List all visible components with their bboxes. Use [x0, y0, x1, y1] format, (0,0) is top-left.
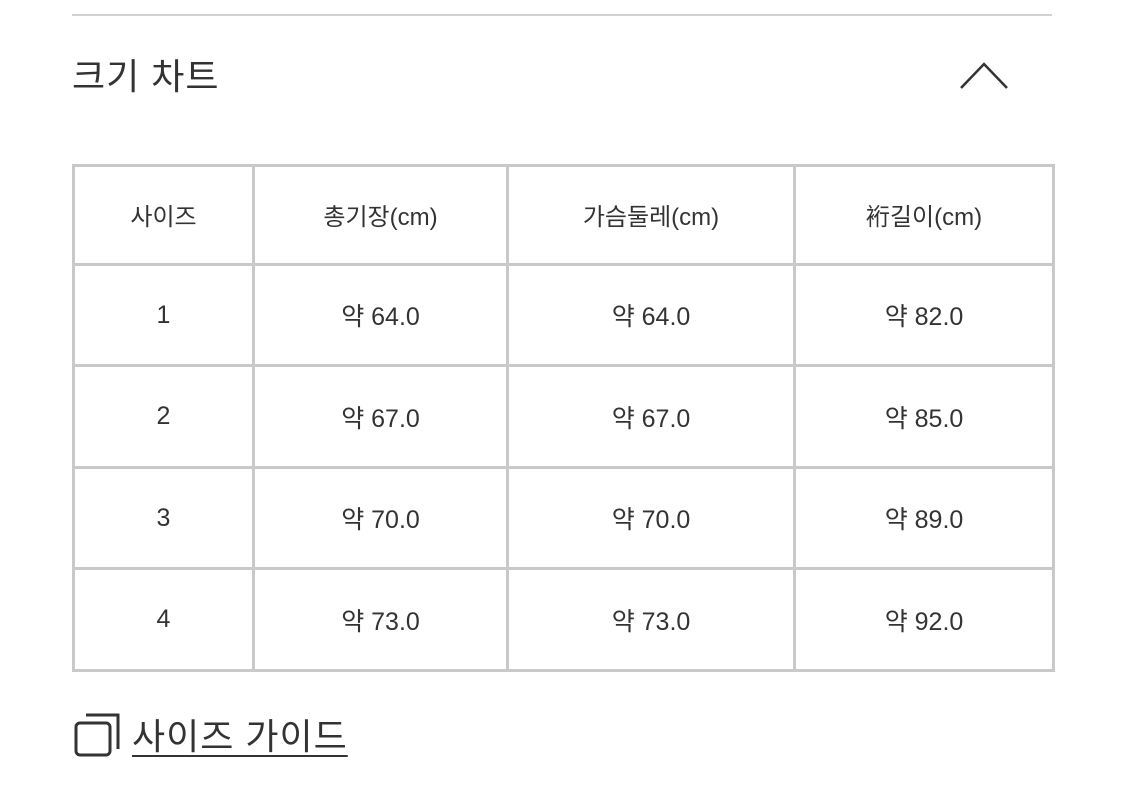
header-cell: 사이즈 [72, 164, 255, 266]
size-guide-label: 사이즈 가이드 [132, 716, 348, 757]
table-cell: 약 70.0 [252, 465, 509, 571]
header-cell: 가슴둘레(cm) [506, 164, 796, 266]
table-cell: 약 85.0 [793, 364, 1055, 469]
table-cell: 약 64.0 [252, 262, 509, 368]
collapse-button[interactable] [958, 58, 1010, 92]
table-cell: 약 82.0 [793, 262, 1055, 368]
table-cell: 약 67.0 [506, 364, 796, 469]
table-cell: 3 [72, 465, 255, 571]
external-window-icon [74, 713, 120, 757]
size-guide-link[interactable]: 사이즈 가이드 [74, 708, 348, 760]
table-cell: 약 92.0 [793, 567, 1055, 672]
header-cell: 총기장(cm) [252, 164, 509, 266]
chevron-up-icon [960, 62, 1008, 89]
header-cell: 裄길이(cm) [793, 164, 1055, 266]
table-cell: 2 [72, 364, 255, 469]
table-cell: 약 64.0 [506, 262, 796, 368]
table-cell: 약 70.0 [506, 465, 796, 571]
table-cell: 1 [72, 262, 255, 368]
table-cell: 약 89.0 [793, 465, 1055, 571]
table-cell: 약 67.0 [252, 364, 509, 469]
table-header-row: 사이즈 총기장(cm) 가슴둘레(cm) 裄길이(cm) [72, 164, 1055, 266]
table-cell: 약 73.0 [252, 567, 509, 672]
section-title: 크기 차트 [72, 56, 220, 97]
table-cell: 약 73.0 [506, 567, 796, 672]
table-cell: 4 [72, 567, 255, 672]
section-divider [72, 14, 1052, 16]
size-chart-table: 사이즈 총기장(cm) 가슴둘레(cm) 裄길이(cm) 1 약 64.0 약 64.0 약 … [72, 164, 1055, 672]
